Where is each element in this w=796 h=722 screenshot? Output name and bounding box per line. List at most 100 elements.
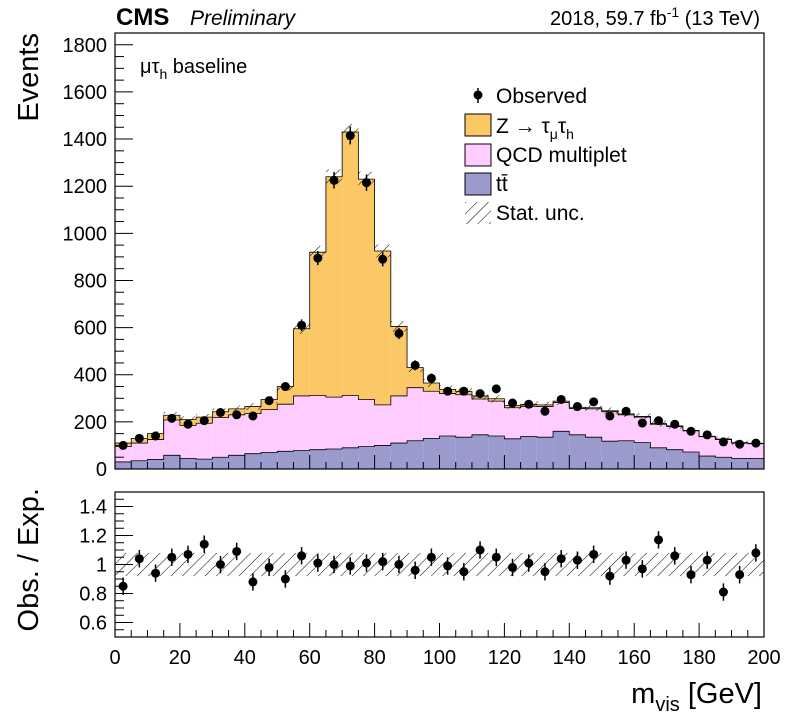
qcd-bar bbox=[601, 411, 618, 442]
ratio-y-tick-label: 0.6 bbox=[79, 613, 107, 635]
tt-bar bbox=[699, 456, 716, 469]
ratio-point bbox=[475, 545, 485, 555]
stat-unc-band bbox=[423, 378, 440, 388]
y-tick-label: 1600 bbox=[63, 82, 108, 104]
qcd-bar bbox=[179, 425, 197, 459]
observed-point bbox=[199, 416, 209, 426]
qcd-bar bbox=[731, 443, 748, 459]
ratio-y-tick-label: 1.2 bbox=[79, 526, 107, 548]
observed-points bbox=[118, 126, 761, 450]
observed-point bbox=[686, 426, 696, 436]
main-x-axis-ticks bbox=[114, 455, 765, 469]
tt-bar bbox=[520, 436, 537, 469]
qcd-bar bbox=[471, 399, 489, 435]
y-axis-title-main: Events bbox=[13, 33, 45, 122]
observed-point bbox=[378, 254, 388, 264]
ratio-point bbox=[134, 554, 144, 564]
x-tick-label: 100 bbox=[423, 647, 456, 669]
qcd-bar bbox=[374, 404, 391, 446]
ratio-point bbox=[410, 565, 420, 575]
observed-point bbox=[605, 411, 615, 421]
qcd-bar bbox=[212, 417, 229, 458]
y-tick-label: 1400 bbox=[63, 129, 108, 151]
qcd-bar bbox=[309, 395, 326, 450]
ratio-point bbox=[378, 557, 388, 567]
tt-bar bbox=[244, 453, 262, 469]
tt-bar bbox=[715, 457, 732, 469]
ratio-panel: 0.6 0.8 1 1.2 1.4 0 20 40 60 80 100 120 140 160 180 20… bbox=[79, 491, 781, 669]
tt-bar bbox=[325, 448, 343, 469]
observed-point bbox=[508, 398, 518, 408]
x-tick-label: 120 bbox=[488, 647, 521, 669]
ratio-point bbox=[151, 568, 161, 578]
stat-unc-band bbox=[390, 321, 408, 332]
ztt-bar bbox=[325, 176, 343, 398]
ratio-y-tick-label: 1.4 bbox=[79, 497, 107, 519]
qcd-bar bbox=[439, 393, 456, 437]
tt-bar bbox=[439, 436, 456, 469]
ratio-point bbox=[167, 552, 177, 562]
legend-stat-unc: Stat. unc. bbox=[465, 202, 585, 225]
ratio-point bbox=[718, 587, 728, 597]
ztt-bar bbox=[293, 328, 310, 396]
ratio-point bbox=[459, 567, 469, 577]
ratio-point bbox=[508, 562, 518, 572]
qcd-bar bbox=[585, 408, 602, 438]
tt-bar bbox=[423, 438, 440, 469]
ratio-point bbox=[426, 552, 436, 562]
y-tick-label: 200 bbox=[74, 412, 107, 434]
cms-label: CMS bbox=[116, 4, 169, 31]
x-axis-title: mvis [GeV] bbox=[631, 678, 762, 716]
ratio-point bbox=[686, 570, 696, 580]
tt-bar bbox=[261, 452, 278, 469]
ratio-point bbox=[297, 551, 307, 561]
ratio-point bbox=[637, 564, 647, 574]
ratio-point bbox=[215, 560, 225, 569]
ratio-points bbox=[118, 531, 761, 601]
ratio-x-axis-ticks: 0 20 40 60 80 100 120 140 160 180 200 bbox=[109, 623, 781, 669]
legend-observed-label: Observed bbox=[496, 85, 587, 108]
qcd-bar bbox=[325, 397, 343, 449]
tt-bar bbox=[650, 447, 667, 469]
x-tick-label: 80 bbox=[363, 647, 385, 669]
qcd-bar bbox=[488, 401, 505, 437]
stat-unc-band bbox=[179, 416, 197, 423]
qcd-bar bbox=[699, 436, 716, 457]
observed-point bbox=[151, 431, 161, 441]
ratio-point bbox=[670, 551, 680, 561]
observed-point bbox=[345, 131, 355, 141]
qcd-bar bbox=[407, 387, 424, 441]
ratio-point bbox=[540, 567, 550, 577]
observed-point bbox=[410, 360, 420, 370]
legend-tt: tt̄ bbox=[464, 172, 508, 196]
qcd-bar bbox=[520, 406, 537, 437]
qcd-bar bbox=[536, 406, 554, 438]
qcd-bar bbox=[131, 443, 148, 461]
observed-point bbox=[167, 413, 177, 423]
tt-bar bbox=[147, 459, 164, 469]
tt-bar bbox=[228, 455, 245, 469]
stat-unc-band bbox=[634, 413, 651, 420]
x-tick-label: 60 bbox=[299, 647, 321, 669]
tt-outline bbox=[115, 430, 764, 463]
tt-bar bbox=[390, 443, 408, 469]
observed-point bbox=[280, 382, 290, 392]
tt-bar bbox=[163, 455, 180, 469]
qcd-bar bbox=[115, 446, 132, 462]
observed-point bbox=[248, 411, 258, 421]
ztt-bar bbox=[244, 406, 262, 414]
legend: Observed Z → τμτh QCD multiplet tt̄ Stat… bbox=[464, 85, 627, 225]
tt-bar bbox=[455, 437, 472, 469]
y-tick-label: 400 bbox=[74, 365, 107, 387]
ratio-point bbox=[751, 548, 761, 558]
ratio-point bbox=[199, 539, 209, 549]
y-tick-label: 600 bbox=[74, 318, 107, 340]
tt-bar bbox=[212, 457, 229, 469]
tt-bar bbox=[358, 446, 375, 469]
ratio-point bbox=[654, 535, 664, 545]
y-tick-label: 1200 bbox=[63, 176, 108, 198]
preliminary-label: Preliminary bbox=[190, 7, 297, 30]
ratio-point bbox=[280, 574, 290, 584]
ratio-point bbox=[345, 561, 355, 571]
observed-point bbox=[426, 373, 436, 383]
